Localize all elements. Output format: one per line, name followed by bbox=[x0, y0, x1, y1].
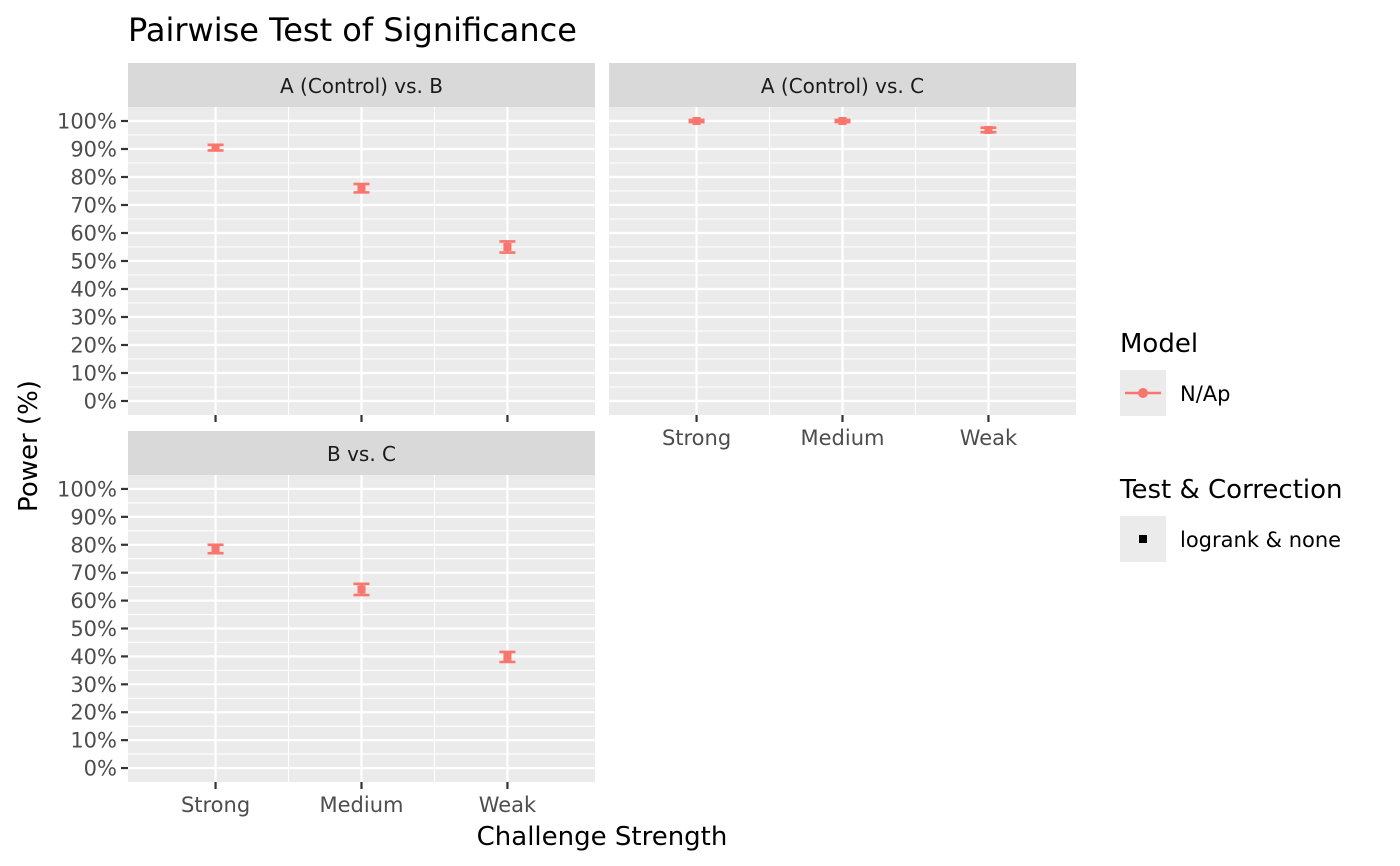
y-tick-label: 100% bbox=[57, 477, 117, 501]
x-tick-label: Strong bbox=[181, 793, 250, 817]
legend-label: logrank & none bbox=[1180, 528, 1341, 552]
data-point bbox=[503, 243, 512, 251]
x-tick-label: Medium bbox=[801, 426, 885, 450]
y-tick-label: 0% bbox=[84, 757, 117, 781]
y-tick-label: 10% bbox=[70, 362, 117, 386]
y-tick-label: 10% bbox=[70, 729, 117, 753]
y-tick-label: 50% bbox=[70, 250, 117, 274]
facet-strip bbox=[609, 63, 1076, 107]
data-point bbox=[211, 143, 220, 152]
legend-title: Test & Correction bbox=[1119, 475, 1343, 505]
y-tick-label: 70% bbox=[70, 194, 117, 218]
facet-strip bbox=[128, 63, 595, 107]
y-tick-label: 30% bbox=[70, 306, 117, 330]
legend-square bbox=[1139, 535, 1147, 543]
data-point bbox=[692, 117, 701, 125]
y-tick-label: 70% bbox=[70, 561, 117, 585]
y-tick-label: 0% bbox=[84, 390, 117, 414]
legend-point bbox=[1138, 388, 1148, 398]
y-tick-label: 60% bbox=[70, 222, 117, 246]
facet-panel: A (Control) vs. B 0% 10% 20% 30% 40% 50% 60% 70%… bbox=[57, 63, 595, 422]
x-tick-label: Medium bbox=[320, 793, 404, 817]
x-axis-title: Challenge Strength bbox=[477, 822, 728, 852]
data-point bbox=[838, 117, 847, 125]
y-tick-label: 100% bbox=[57, 110, 117, 134]
facet-panels: A (Control) vs. B 0% 10% 20% 30% 40% 50% 60% 70%… bbox=[57, 63, 1076, 817]
legend: Model N/Ap Test & Correction logrank & none bbox=[1119, 329, 1343, 562]
y-tick-label: 20% bbox=[70, 701, 117, 725]
y-tick-label: 80% bbox=[70, 533, 117, 557]
y-tick-label: 20% bbox=[70, 334, 117, 358]
facet-panel: A (Control) vs. C Strong Medium Weak bbox=[609, 63, 1076, 450]
chart-title: Pairwise Test of Significance bbox=[128, 11, 577, 49]
data-point bbox=[503, 652, 512, 661]
y-tick-label: 90% bbox=[70, 505, 117, 529]
x-tick-label: Weak bbox=[479, 793, 537, 817]
facet-strip-label: B vs. C bbox=[327, 442, 396, 466]
legend-group: Test & Correction logrank & none bbox=[1119, 475, 1343, 562]
y-tick-label: 80% bbox=[70, 166, 117, 190]
facet-panel: B vs. C 0% 10% 20% 30% 40% 50% 60% 70% 80% 90% 100%… bbox=[57, 431, 595, 817]
data-point bbox=[984, 125, 993, 134]
legend-group: Model N/Ap bbox=[1120, 329, 1230, 416]
legend-label: N/Ap bbox=[1180, 382, 1230, 406]
y-tick-label: 40% bbox=[70, 278, 117, 302]
y-tick-label: 90% bbox=[70, 138, 117, 162]
y-tick-label: 30% bbox=[70, 673, 117, 697]
x-tick-label: Strong bbox=[662, 426, 731, 450]
data-point bbox=[357, 184, 366, 193]
legend-title: Model bbox=[1120, 329, 1198, 359]
y-axis-title: Power (%) bbox=[14, 380, 44, 512]
y-tick-label: 40% bbox=[70, 645, 117, 669]
facet-strip-label: A (Control) vs. C bbox=[761, 74, 924, 98]
data-point bbox=[357, 585, 366, 594]
facet-strip bbox=[128, 431, 595, 475]
y-tick-label: 60% bbox=[70, 589, 117, 613]
data-point bbox=[211, 544, 220, 553]
y-tick-label: 50% bbox=[70, 617, 117, 641]
facet-strip-label: A (Control) vs. B bbox=[280, 74, 443, 98]
x-tick-label: Weak bbox=[960, 426, 1018, 450]
